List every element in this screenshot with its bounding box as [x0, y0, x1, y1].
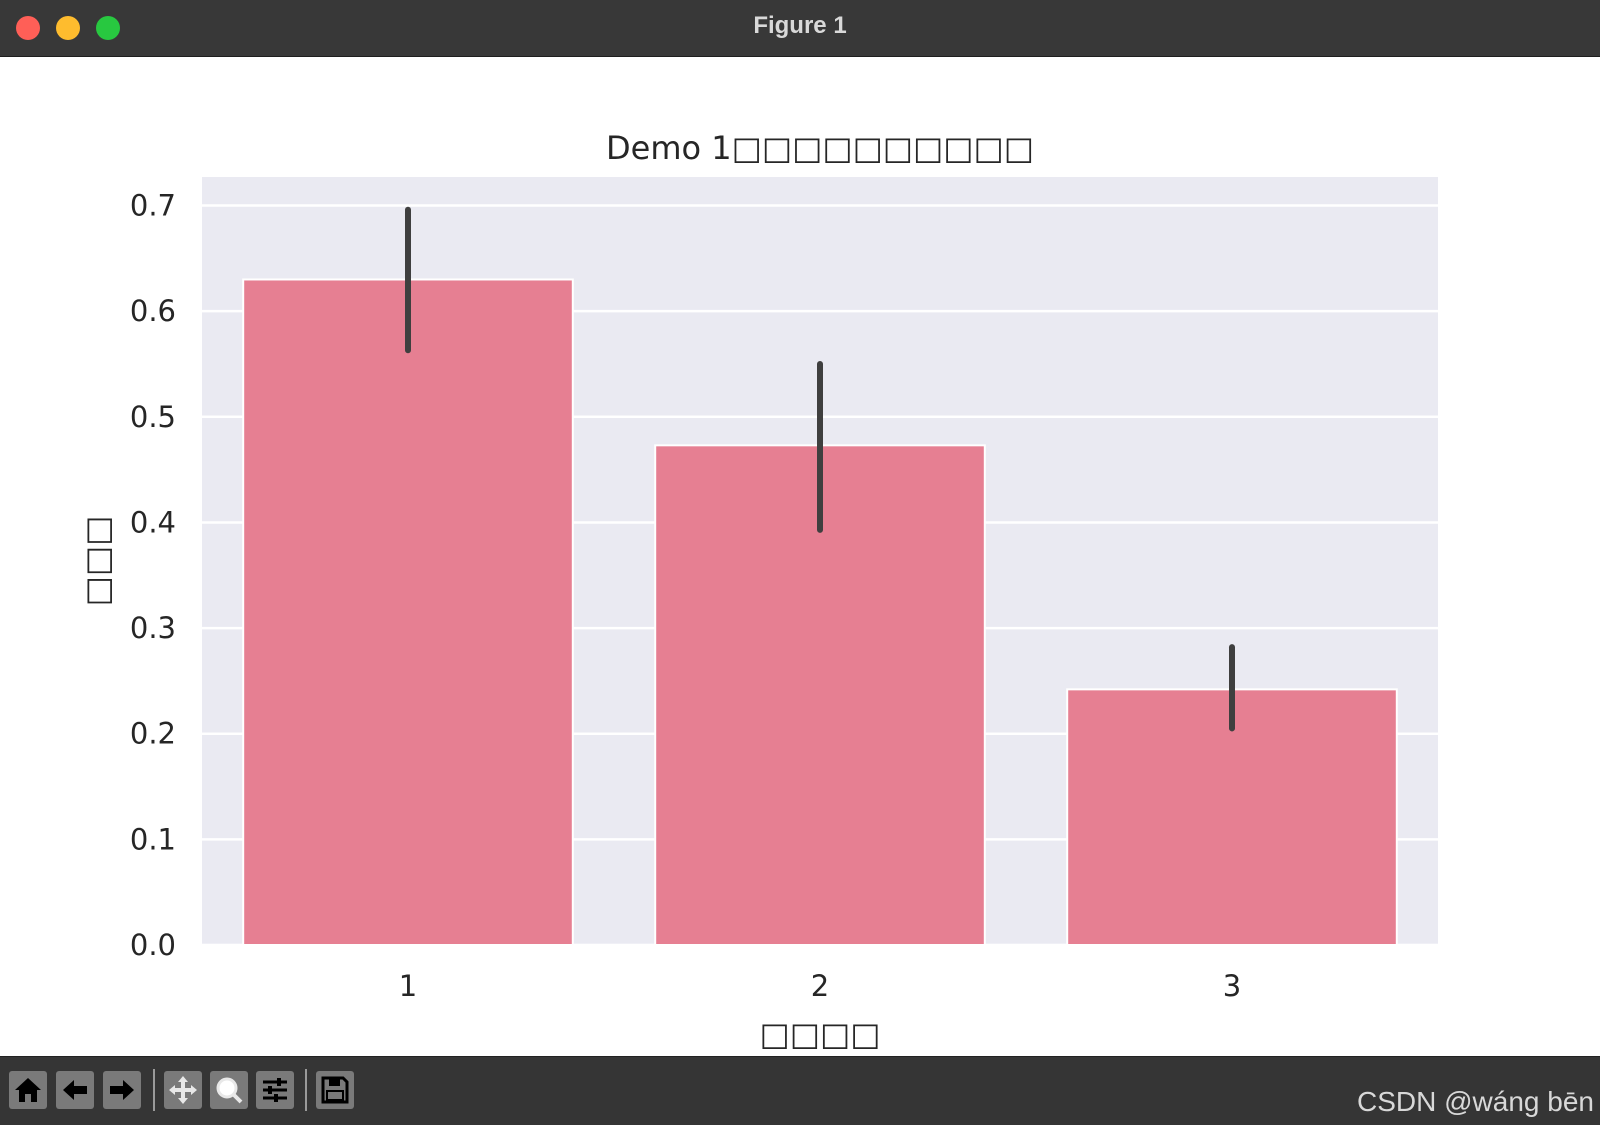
- pan-icon: [169, 1076, 197, 1104]
- sliders-icon: [263, 1078, 287, 1102]
- y-tick-labels: 0.0 0.1 0.2 0.3 0.4 0.5 0.6 0.7: [130, 189, 176, 962]
- toolbar-separator: [305, 1069, 307, 1111]
- bar: [1066, 688, 1398, 946]
- bar-chart: 0.0 0.1 0.2 0.3 0.4 0.5 0.6 0.7 1 2 3 Demo 1□□□□□…: [78, 129, 1438, 1053]
- configure-subplots-button[interactable]: [256, 1071, 294, 1109]
- maximize-window-button[interactable]: [96, 16, 120, 40]
- y-axis-label: □□□: [78, 516, 116, 607]
- toolbar-separator: [153, 1069, 155, 1111]
- y-tick-label: 0.4: [130, 505, 176, 539]
- bars: [242, 278, 1398, 947]
- chart-title: Demo 1□□□□□□□□□□: [606, 129, 1034, 167]
- y-tick-label: 0.7: [130, 189, 176, 223]
- x-tick-labels: 1 2 3: [399, 969, 1241, 1003]
- bar: [242, 278, 574, 947]
- save-button[interactable]: [316, 1071, 354, 1109]
- x-axis-label: □□□□: [760, 1015, 881, 1053]
- forward-button[interactable]: [103, 1071, 141, 1109]
- back-button[interactable]: [56, 1071, 94, 1109]
- x-tick-label: 3: [1223, 969, 1241, 1003]
- y-tick-label: 0.2: [130, 717, 176, 751]
- y-tick-label: 0.6: [130, 294, 176, 328]
- watermark-text: CSDN @wáng bēn: [1357, 1086, 1594, 1117]
- error-bars: [405, 206, 1235, 732]
- arrow-left-icon: [63, 1080, 87, 1100]
- pan-button[interactable]: [164, 1071, 202, 1109]
- save-icon: [321, 1076, 349, 1104]
- minimize-window-button[interactable]: [56, 16, 80, 40]
- home-icon: [15, 1078, 41, 1102]
- y-tick-label: 0.5: [130, 400, 176, 434]
- window-titlebar: Figure 1: [0, 0, 1600, 57]
- window-title: Figure 1: [753, 12, 847, 39]
- zoom-button[interactable]: [210, 1071, 248, 1109]
- x-tick-label: 2: [811, 969, 829, 1003]
- y-tick-label: 0.3: [130, 611, 176, 645]
- navigation-toolbar: [0, 1056, 1600, 1125]
- figure-canvas[interactable]: 0.0 0.1 0.2 0.3 0.4 0.5 0.6 0.7 1 2 3 Demo 1□□□□□…: [0, 57, 1600, 1056]
- close-window-button[interactable]: [16, 16, 40, 40]
- zoom-icon: [216, 1077, 243, 1104]
- home-button[interactable]: [9, 1071, 47, 1109]
- y-tick-label: 0.0: [130, 928, 176, 962]
- arrow-right-icon: [110, 1080, 134, 1100]
- x-tick-label: 1: [399, 969, 417, 1003]
- y-tick-label: 0.1: [130, 822, 176, 856]
